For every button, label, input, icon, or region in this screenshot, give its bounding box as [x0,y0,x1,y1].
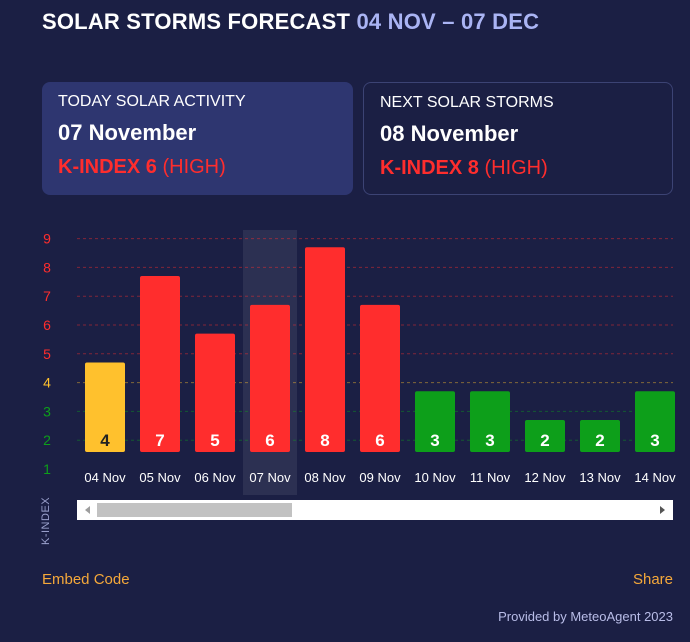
next-storm-kindex-level: (HIGH) [484,157,548,179]
bar [525,420,565,452]
bar [85,362,125,452]
bar-value-label: 7 [155,431,164,450]
y-tick-label: 6 [43,317,51,333]
bar [580,420,620,452]
x-tick-label: 13 Nov [579,470,621,485]
today-kindex-level: (HIGH) [162,156,226,178]
bar-value-label: 3 [650,431,659,450]
bar [195,333,235,452]
x-tick-label: 07 Nov [249,470,291,485]
chart-scrollbar[interactable] [77,500,673,520]
kindex-bar-chart: 1 2 3 4 5 6 7 8 9 4 04 Nov 7 05 Nov 5 06 Nov 6 07 Nov 8 08… [43,229,676,495]
next-storm-kindex: K-INDEX 8 (HIGH) [380,157,656,179]
today-kindex-value: K-INDEX 6 [58,156,157,178]
today-label: TODAY SOLAR ACTIVITY [58,93,246,110]
next-storm-date: 08 November [380,121,519,146]
y-tick-label: 1 [43,461,51,477]
scrollbar-thumb[interactable] [97,503,292,517]
bar [470,391,510,452]
bar [635,391,675,452]
bar-value-label: 2 [595,431,604,450]
x-tick-label: 06 Nov [194,470,236,485]
today-kindex: K-INDEX 6 (HIGH) [58,156,337,178]
x-tick-label: 11 Nov [470,470,511,485]
bar-value-label: 5 [210,431,219,450]
bar [415,391,455,452]
bar [140,276,180,452]
x-tick-label: 05 Nov [139,470,181,485]
scroll-left-arrow-icon[interactable] [79,500,97,520]
y-tick-label: 2 [43,432,51,448]
next-storm-kindex-value: K-INDEX 8 [380,157,479,179]
embed-code-link[interactable]: Embed Code [42,571,130,588]
date-range: 04 NOV – 07 DEC [356,9,540,34]
y-tick-label: 9 [43,231,51,247]
bar-value-label: 3 [485,431,494,450]
y-tick-label: 7 [43,288,51,304]
y-axis-title: K-INDEX [40,496,52,545]
next-storm-card: NEXT SOLAR STORMS 08 November K-INDEX 8 … [363,82,673,195]
x-tick-label: 10 Nov [414,470,456,485]
bar [360,304,400,452]
y-tick-label: 4 [43,375,51,391]
bar-value-label: 2 [540,431,549,450]
title-text: SOLAR STORMS FORECAST [42,9,351,34]
scroll-right-arrow-icon[interactable] [653,500,671,520]
provided-by-credit: Provided by MeteoAgent 2023 [498,609,673,624]
y-tick-label: 3 [43,403,51,419]
share-link[interactable]: Share [632,571,673,588]
x-tick-label: 08 Nov [304,470,346,485]
x-tick-label: 09 Nov [359,470,401,485]
bar [305,247,345,452]
bar-value-label: 8 [320,431,329,450]
y-tick-label: 5 [43,346,51,362]
x-tick-label: 04 Nov [84,470,126,485]
x-tick-label: 14 Nov [634,470,676,485]
today-date: 07 November [58,120,197,145]
bar-value-label: 6 [265,431,274,450]
bar-value-label: 4 [100,431,110,450]
bar [250,304,290,452]
today-card: TODAY SOLAR ACTIVITY 07 November K-INDEX… [42,82,353,195]
next-storm-label: NEXT SOLAR STORMS [380,94,554,111]
bar-value-label: 6 [375,431,384,450]
x-tick-label: 12 Nov [524,470,566,485]
y-tick-label: 8 [43,259,51,275]
bar-value-label: 3 [430,431,439,450]
page-title: SOLAR STORMS FORECAST 04 NOV – 07 DEC [42,9,539,35]
